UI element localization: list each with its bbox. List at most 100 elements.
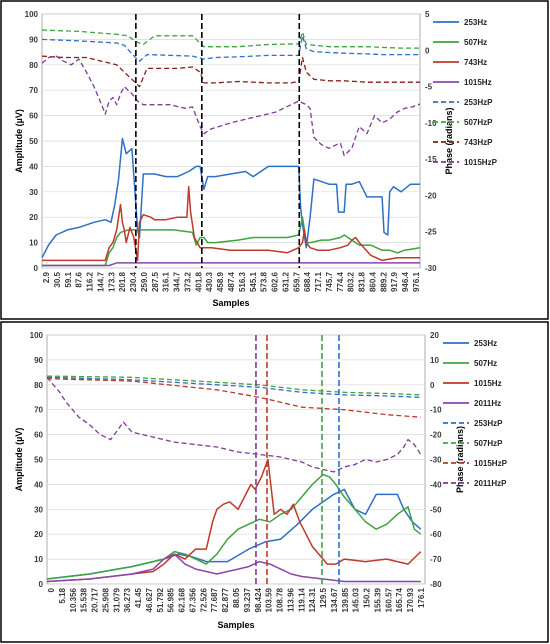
legend-label: 507HzP	[474, 439, 503, 448]
y2-tick-label: 0	[425, 46, 430, 55]
x-tick-label: 803.2	[347, 271, 356, 292]
x-tick-label: 2.9	[42, 271, 51, 283]
x-tick-label: 259.0	[140, 271, 149, 292]
x-tick-label: 51.792	[156, 587, 165, 612]
x-tick-label: 287.5	[151, 271, 160, 292]
y-tick-label: 80	[29, 61, 38, 70]
x-tick-label: 170.93	[406, 587, 415, 612]
x-tick-label: 145.03	[352, 587, 361, 612]
series-line-1015Hz	[47, 458, 422, 583]
x-tick-label: 124.31	[308, 587, 317, 612]
series-line-1015HzP	[42, 55, 420, 157]
y-tick-label: 50	[34, 456, 43, 465]
y-tick-label: 30	[29, 188, 38, 197]
x-tick-label: 602.6	[271, 271, 280, 292]
legend-label: 2011Hz	[474, 399, 501, 408]
x-tick-label: 165.74	[395, 587, 404, 612]
legend-label: 743HzP	[464, 138, 493, 147]
x-tick-label: 62.168	[178, 587, 187, 612]
legend-label: 1015Hz	[464, 78, 492, 87]
x-tick-label: 774.4	[336, 271, 345, 292]
x-tick-label: 176.1	[417, 587, 426, 608]
y-axis-title: Amplitude (µV)	[14, 109, 24, 173]
series-line-2011HzP	[47, 376, 422, 473]
y2-tick-label: -50	[430, 505, 442, 514]
x-tick-label: 30.5	[53, 271, 62, 287]
y-tick-label: 30	[34, 505, 43, 514]
x-tick-label: 93.237	[243, 587, 252, 612]
x-tick-label: 373.2	[183, 271, 192, 292]
x-tick-label: 155.39	[373, 587, 382, 612]
y-tick-label: 50	[29, 137, 38, 146]
y-tick-label: 20	[34, 530, 43, 539]
legend-label: 1015HzP	[474, 459, 508, 468]
y-tick-label: 70	[34, 406, 43, 415]
y2-tick-label: -20	[425, 191, 437, 200]
legend-label: 253HzP	[464, 98, 493, 107]
y-tick-label: 10	[34, 555, 43, 564]
x-tick-label: 946.4	[401, 271, 410, 292]
y-tick-label: 0	[39, 580, 44, 589]
y-tick-label: 0	[34, 264, 39, 273]
y2-tick-label: -80	[430, 580, 442, 589]
x-tick-label: 67.356	[188, 587, 197, 612]
x-tick-label: 917.9	[390, 271, 399, 292]
y-tick-label: 20	[29, 213, 38, 222]
x-tick-label: 316.1	[162, 271, 171, 292]
series-line-743HzP	[42, 55, 420, 88]
y-tick-label: 40	[34, 480, 43, 489]
x-tick-label: 430.3	[205, 271, 214, 292]
y-tick-label: 60	[34, 431, 43, 440]
y2-tick-label: -10	[430, 406, 442, 415]
y-axis-title: Amplitude (µV)	[14, 428, 24, 492]
x-tick-label: 545.1	[249, 271, 258, 292]
series-line-1015Hz	[42, 262, 420, 267]
x-tick-label: 113.96	[286, 587, 295, 612]
x-tick-label: 119.14	[297, 587, 306, 612]
x-tick-label: 458.9	[216, 271, 225, 292]
x-tick-label: 0	[47, 587, 56, 592]
x-tick-label: 344.7	[173, 271, 182, 292]
x-tick-label: 77.687	[210, 587, 219, 612]
x-tick-label: 103.59	[265, 587, 274, 612]
legend-label: 507Hz	[464, 38, 487, 47]
x-tick-label: 745.7	[325, 271, 334, 292]
y-tick-label: 70	[29, 86, 38, 95]
legend-label: 1015Hz	[474, 379, 502, 388]
series-line-743Hz	[42, 185, 420, 262]
y2-tick-label: -30	[425, 264, 437, 273]
x-tick-label: 573.8	[260, 271, 269, 292]
y-tick-label: 10	[29, 239, 38, 248]
x-axis-title: Samples	[212, 298, 249, 308]
series-line-507HzP	[47, 375, 421, 396]
x-tick-label: 31.079	[112, 587, 121, 612]
x-tick-label: 516.3	[238, 271, 247, 292]
legend-label: 1015HzP	[464, 158, 498, 167]
x-tick-label: 659.7	[292, 271, 301, 292]
y2-axis-title: Phase (radians)	[444, 107, 454, 174]
x-tick-label: 150.2	[363, 587, 372, 608]
legend-label: 253Hz	[464, 18, 487, 27]
y-tick-label: 100	[25, 10, 39, 19]
legend-label: 253HzP	[474, 419, 503, 428]
y-tick-label: 90	[29, 35, 38, 44]
x-tick-label: 889.2	[379, 271, 388, 292]
legend-label: 507Hz	[474, 359, 497, 368]
x-tick-label: 173.3	[107, 271, 116, 292]
legend-label: 743Hz	[464, 58, 487, 67]
x-tick-label: 59.1	[64, 271, 73, 287]
x-tick-label: 976.1	[412, 271, 421, 292]
x-tick-label: 98.424	[254, 587, 263, 612]
y2-tick-label: -40	[430, 480, 442, 489]
y-tick-label: 90	[34, 356, 43, 365]
legend-label: 253Hz	[474, 339, 497, 348]
y2-tick-label: -10	[425, 119, 437, 128]
y2-tick-label: 10	[430, 356, 439, 365]
x-tick-label: 144.7	[96, 271, 105, 292]
x-tick-label: 160.57	[384, 587, 393, 612]
y-tick-label: 40	[29, 162, 38, 171]
y-tick-label: 60	[29, 112, 38, 121]
x-tick-label: 487.4	[227, 271, 236, 292]
series-line-253HzP	[47, 376, 421, 398]
